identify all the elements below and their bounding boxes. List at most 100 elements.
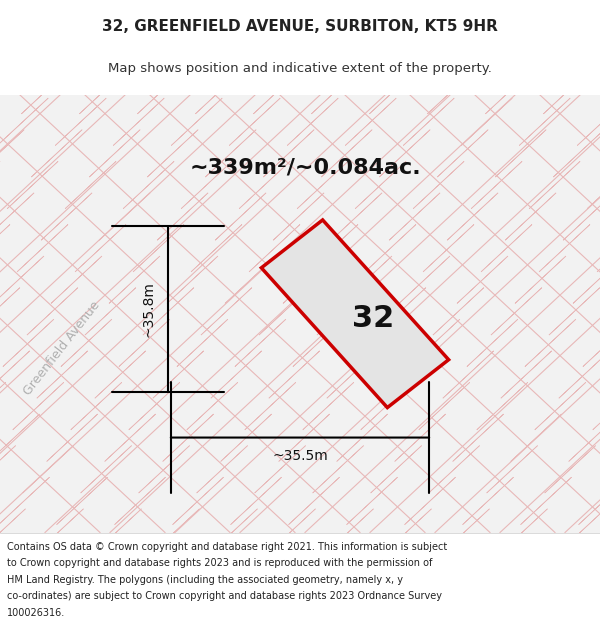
- Polygon shape: [321, 129, 372, 177]
- Polygon shape: [0, 509, 25, 556]
- Polygon shape: [22, 66, 72, 114]
- Polygon shape: [31, 129, 82, 177]
- Text: 100026316.: 100026316.: [7, 608, 65, 618]
- Polygon shape: [437, 129, 488, 177]
- Polygon shape: [341, 256, 392, 304]
- Polygon shape: [0, 382, 5, 430]
- Polygon shape: [467, 319, 518, 367]
- Polygon shape: [79, 66, 130, 114]
- Polygon shape: [172, 98, 222, 146]
- Polygon shape: [545, 446, 596, 493]
- Polygon shape: [535, 382, 586, 430]
- Polygon shape: [205, 129, 256, 177]
- Polygon shape: [17, 224, 68, 272]
- Polygon shape: [505, 193, 556, 240]
- Polygon shape: [289, 478, 340, 524]
- Polygon shape: [379, 129, 430, 177]
- Polygon shape: [521, 478, 572, 524]
- Text: Contains OS data © Crown copyright and database right 2021. This information is : Contains OS data © Crown copyright and d…: [7, 542, 448, 552]
- Polygon shape: [7, 161, 58, 209]
- Polygon shape: [525, 319, 576, 367]
- Polygon shape: [583, 319, 600, 367]
- Polygon shape: [447, 193, 498, 240]
- Polygon shape: [215, 193, 266, 240]
- Polygon shape: [461, 98, 512, 146]
- Polygon shape: [3, 319, 54, 367]
- Polygon shape: [303, 382, 353, 430]
- Polygon shape: [0, 446, 16, 493]
- Polygon shape: [520, 98, 570, 146]
- Polygon shape: [75, 224, 126, 272]
- Text: ~35.8m: ~35.8m: [141, 281, 155, 337]
- Polygon shape: [206, 509, 257, 556]
- Polygon shape: [115, 478, 166, 524]
- Polygon shape: [262, 220, 449, 408]
- Polygon shape: [99, 193, 150, 240]
- Text: 32, GREENFIELD AVENUE, SURBITON, KT5 9HR: 32, GREENFIELD AVENUE, SURBITON, KT5 9HR: [102, 19, 498, 34]
- Polygon shape: [511, 414, 562, 461]
- Polygon shape: [181, 161, 232, 209]
- Polygon shape: [0, 256, 44, 304]
- Polygon shape: [265, 509, 316, 556]
- Polygon shape: [0, 129, 24, 177]
- Polygon shape: [47, 414, 98, 461]
- Polygon shape: [365, 224, 416, 272]
- Text: ~339m²/~0.084ac.: ~339m²/~0.084ac.: [189, 158, 421, 177]
- Polygon shape: [55, 98, 106, 146]
- Polygon shape: [554, 509, 600, 556]
- Polygon shape: [578, 478, 600, 524]
- Polygon shape: [273, 193, 324, 240]
- Polygon shape: [501, 351, 552, 398]
- Polygon shape: [201, 288, 252, 335]
- Polygon shape: [497, 509, 547, 556]
- Polygon shape: [346, 98, 396, 146]
- Polygon shape: [293, 319, 344, 367]
- Polygon shape: [56, 478, 107, 524]
- Polygon shape: [563, 193, 600, 240]
- Text: HM Land Registry. The polygons (including the associated geometry, namely x, y: HM Land Registry. The polygons (includin…: [7, 574, 403, 584]
- Polygon shape: [327, 351, 378, 398]
- Polygon shape: [439, 509, 490, 556]
- Polygon shape: [0, 193, 34, 240]
- Polygon shape: [573, 256, 600, 304]
- Polygon shape: [331, 193, 382, 240]
- Polygon shape: [0, 288, 20, 335]
- Polygon shape: [235, 319, 286, 367]
- Polygon shape: [487, 446, 538, 493]
- Polygon shape: [337, 414, 388, 461]
- Polygon shape: [457, 256, 508, 304]
- Polygon shape: [481, 224, 532, 272]
- Polygon shape: [491, 288, 542, 335]
- Polygon shape: [37, 351, 88, 398]
- Polygon shape: [23, 446, 74, 493]
- Polygon shape: [119, 319, 170, 367]
- Polygon shape: [263, 129, 314, 177]
- Polygon shape: [41, 193, 92, 240]
- Polygon shape: [347, 478, 398, 524]
- Polygon shape: [404, 478, 455, 524]
- Polygon shape: [477, 382, 527, 430]
- Polygon shape: [123, 161, 174, 209]
- Polygon shape: [191, 224, 242, 272]
- Polygon shape: [593, 382, 600, 430]
- Polygon shape: [71, 382, 122, 430]
- Polygon shape: [587, 161, 600, 209]
- Polygon shape: [196, 66, 246, 114]
- Polygon shape: [0, 224, 10, 272]
- Polygon shape: [0, 98, 48, 146]
- Polygon shape: [139, 446, 190, 493]
- Polygon shape: [569, 414, 600, 461]
- Text: to Crown copyright and database rights 2023 and is reproduced with the permissio: to Crown copyright and database rights 2…: [7, 558, 433, 568]
- Polygon shape: [253, 66, 304, 114]
- Text: 32: 32: [352, 304, 394, 333]
- Polygon shape: [91, 509, 142, 556]
- Polygon shape: [133, 224, 184, 272]
- Polygon shape: [577, 98, 600, 146]
- Polygon shape: [287, 98, 338, 146]
- Polygon shape: [463, 478, 514, 524]
- Polygon shape: [177, 319, 228, 367]
- Polygon shape: [385, 351, 436, 398]
- Polygon shape: [167, 256, 218, 304]
- Polygon shape: [245, 382, 296, 430]
- Polygon shape: [549, 288, 600, 335]
